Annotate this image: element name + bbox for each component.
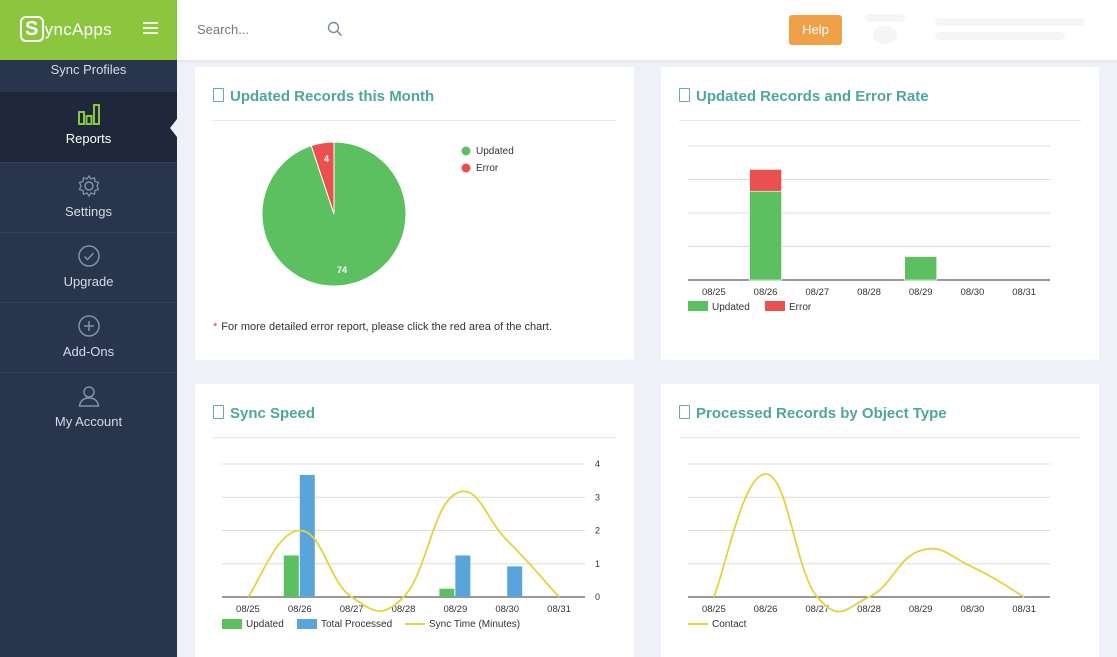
x-tick-label: 08/25 <box>236 604 260 615</box>
book-icon <box>679 88 690 102</box>
bar-chart-icon <box>77 104 100 125</box>
y2-tick-label: 0 <box>595 592 600 602</box>
sidebar-item-label: Add-Ons <box>62 344 115 359</box>
pie-label-updated: 74 <box>337 265 347 275</box>
legend-label: Error <box>476 163 499 174</box>
x-tick-label: 08/28 <box>392 604 416 615</box>
panel-title: Sync Speed <box>213 404 315 422</box>
legend-label: Updated <box>476 146 514 157</box>
legend-swatch <box>461 163 471 173</box>
sidebar-item-add-ons[interactable]: Add-Ons <box>0 303 177 373</box>
legend-label: Total Processed <box>321 619 392 630</box>
sidebar-item-label: Settings <box>65 204 112 219</box>
sidebar-item-settings[interactable]: Settings <box>0 163 177 233</box>
bar-updated <box>439 588 455 597</box>
book-icon <box>213 88 224 102</box>
sync-speed-chart[interactable]: 0 1 2 3 4 08/25 08/26 08/27 08/28 08/29 08/30 08/31… <box>195 437 634 657</box>
menu-toggle-icon[interactable] <box>143 22 158 34</box>
sidebar-item-reports[interactable]: Reports <box>0 92 177 162</box>
x-tick-label: 08/26 <box>288 604 312 615</box>
panel-sync-speed: Sync Speed 0 1 2 3 4 08/25 08/26 08/27 08/28 08/2… <box>195 384 634 657</box>
user-icon <box>78 386 99 407</box>
panel-processed-by-object-type: Processed Records by Object Type 08/25 08… <box>661 384 1099 657</box>
x-tick-label: 08/28 <box>857 287 881 298</box>
sidebar-item-label: Sync Profiles <box>50 62 127 77</box>
legend-swatch <box>461 146 471 156</box>
panel-title: Updated Records this Month <box>213 87 434 105</box>
series-line-sync-time <box>247 490 560 613</box>
plus-circle-icon <box>77 315 100 337</box>
panel-updated-records-month: Updated Records this Month 4 74 Updated Er… <box>195 67 634 360</box>
search-input[interactable]: Search... <box>197 22 250 37</box>
legend-label: Contact <box>712 619 747 630</box>
gear-icon <box>78 174 99 198</box>
x-tick-label: 08/29 <box>909 287 933 298</box>
sidebar-item-label: Reports <box>65 131 112 146</box>
pie-chart[interactable]: 4 74 Updated Error <box>195 120 634 360</box>
legend-label: Sync Time (Minutes) <box>429 619 520 630</box>
panel-updated-records-error-rate: Updated Records and Error Rate 08/25 08/2… <box>661 67 1099 360</box>
legend-swatch <box>765 301 785 311</box>
bar-updated <box>749 190 782 281</box>
sidebar-item-sync-profiles[interactable]: Sync Profiles <box>0 60 177 92</box>
y2-tick-label: 2 <box>595 526 600 536</box>
x-tick-label: 08/26 <box>754 287 778 298</box>
legend-label: Updated <box>712 302 750 313</box>
sidebar-item-upgrade[interactable]: Upgrade <box>0 233 177 303</box>
object-type-line-chart[interactable]: 08/25 08/26 08/27 08/28 08/29 08/30 08/31 Conta… <box>661 437 1099 657</box>
x-tick-label: 08/30 <box>961 604 985 615</box>
legend-label: Updated <box>246 619 284 630</box>
legend-swatch <box>297 619 317 629</box>
bar-updated <box>904 256 938 281</box>
legend-swatch <box>222 619 242 629</box>
x-tick-label: 08/26 <box>754 604 778 615</box>
book-icon <box>213 405 224 419</box>
help-button[interactable]: Help <box>789 15 842 45</box>
sidebar-item-label: My Account <box>54 414 123 429</box>
legend-label: Error <box>789 302 812 313</box>
series-line-contact <box>713 473 1025 613</box>
pie-slice-error <box>310 141 335 215</box>
top-bar: Search... Help <box>177 0 1117 60</box>
y2-tick-label: 3 <box>595 492 600 502</box>
legend-swatch <box>688 301 708 311</box>
x-tick-label: 08/31 <box>547 604 571 615</box>
x-tick-label: 08/27 <box>805 287 829 298</box>
bar-total-processed <box>507 566 523 597</box>
x-tick-label: 08/25 <box>702 604 726 615</box>
pie-label-error: 4 <box>324 154 329 164</box>
x-tick-label: 08/28 <box>857 604 881 615</box>
y2-tick-label: 4 <box>595 459 600 469</box>
x-tick-label: 08/31 <box>1012 604 1036 615</box>
error-report-note: * For more detailed error report, please … <box>213 321 553 333</box>
panel-title: Updated Records and Error Rate <box>679 87 929 105</box>
search-icon[interactable] <box>327 21 343 37</box>
bar-total-processed <box>455 555 471 597</box>
x-tick-label: 08/30 <box>961 287 985 298</box>
bar-updated <box>283 555 299 597</box>
x-tick-label: 08/31 <box>1012 287 1036 298</box>
check-circle-icon <box>77 245 100 267</box>
x-tick-label: 08/27 <box>805 604 829 615</box>
sidebar-item-label: Upgrade <box>63 274 114 289</box>
x-tick-label: 08/30 <box>495 604 519 615</box>
sidebar-item-my-account[interactable]: My Account <box>0 373 177 443</box>
x-tick-label: 08/27 <box>340 604 364 615</box>
x-tick-label: 08/29 <box>909 604 933 615</box>
stacked-bar-chart[interactable]: 08/25 08/26 08/27 08/28 08/29 08/30 08/31 Updat… <box>661 120 1099 360</box>
panel-title: Processed Records by Object Type <box>679 404 947 422</box>
user-menu[interactable] <box>865 12 1095 46</box>
y2-tick-label: 1 <box>595 559 600 569</box>
x-tick-label: 08/25 <box>702 287 726 298</box>
x-tick-label: 08/29 <box>443 604 467 615</box>
book-icon <box>679 405 690 419</box>
bar-total-processed <box>299 474 315 597</box>
bar-error <box>749 169 782 192</box>
